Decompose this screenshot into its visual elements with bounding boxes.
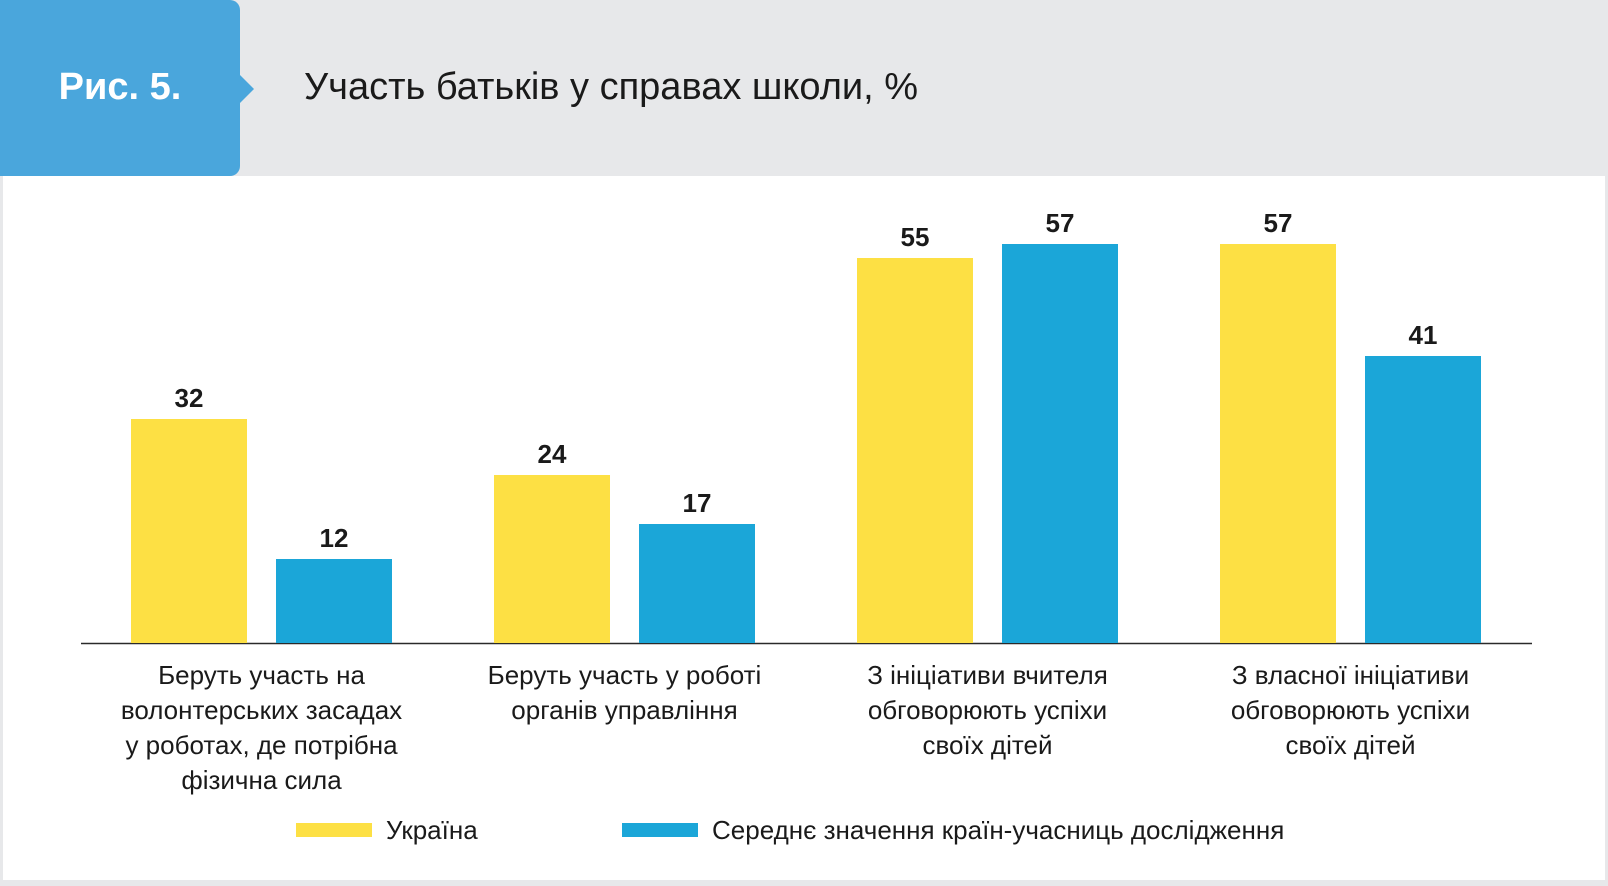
category-label-line: обговорюють успіхи [868, 695, 1107, 725]
bar-ukraine-4 [1220, 244, 1336, 643]
bar-average-3 [1002, 244, 1118, 643]
value-label-ukraine-3: 55 [901, 222, 930, 252]
legend-label-average: Середнє значення країн-учасниць дослідже… [712, 814, 1285, 845]
value-label-ukraine-2: 24 [538, 439, 567, 469]
category-label-line: своїх дітей [1286, 730, 1416, 760]
category-label-line: волонтерських засадах [121, 695, 402, 725]
legend-item-average: Середнє значення країн-учасниць дослідже… [622, 810, 1284, 850]
category-label-3: З ініціативи вчителя обговорюють успіхи св… [867, 660, 1108, 760]
value-label-average-1: 12 [320, 523, 349, 553]
category-label-line: фізична сила [181, 765, 342, 795]
bar-ukraine-1 [131, 419, 247, 643]
bar-average-4 [1365, 356, 1481, 643]
value-label-average-3: 57 [1046, 208, 1075, 238]
figure-number: Рис. 5. [58, 66, 182, 108]
legend-swatch-average [622, 823, 698, 837]
value-label-ukraine-4: 57 [1264, 208, 1293, 238]
category-label-line: Беруть участь на [158, 660, 365, 690]
chart-frame [0, 176, 1608, 886]
legend-swatch-ukraine [296, 823, 372, 837]
category-label-line: обговорюють успіхи [1231, 695, 1470, 725]
legend: Україна Середнє значення країн-учасниць … [0, 810, 1608, 850]
category-label-1: Беруть участь на волонтерських засадах у р… [121, 660, 402, 795]
figure-number-tab: Рис. 5. [0, 0, 240, 176]
value-label-average-4: 41 [1409, 320, 1438, 350]
category-label-2: Беруть участь у роботі органів управління [488, 660, 762, 725]
bar-ukraine-3 [857, 258, 973, 643]
figure-header: Рис. 5. Участь батьків у справах школи, … [0, 0, 1608, 176]
category-label-line: у роботах, де потрібна [125, 730, 398, 760]
tab-arrow [240, 75, 254, 103]
bar-average-1 [276, 559, 392, 643]
category-label-line: З власної ініціативи [1232, 660, 1469, 690]
value-label-ukraine-1: 32 [175, 383, 204, 413]
legend-item-ukraine: Україна [296, 810, 478, 850]
value-label-average-2: 17 [683, 488, 712, 518]
legend-label-ukraine: Україна [386, 814, 478, 845]
chart-title: Участь батьків у справах школи, % [304, 66, 919, 108]
category-label-4: З власної ініціативи обговорюють успіхи св… [1231, 660, 1470, 760]
bar-ukraine-2 [494, 475, 610, 643]
category-label-line: органів управління [511, 695, 737, 725]
category-label-line: З ініціативи вчителя [867, 660, 1108, 690]
category-label-line: Беруть участь у роботі [488, 660, 762, 690]
category-label-line: своїх дітей [923, 730, 1053, 760]
bar-average-2 [639, 524, 755, 643]
